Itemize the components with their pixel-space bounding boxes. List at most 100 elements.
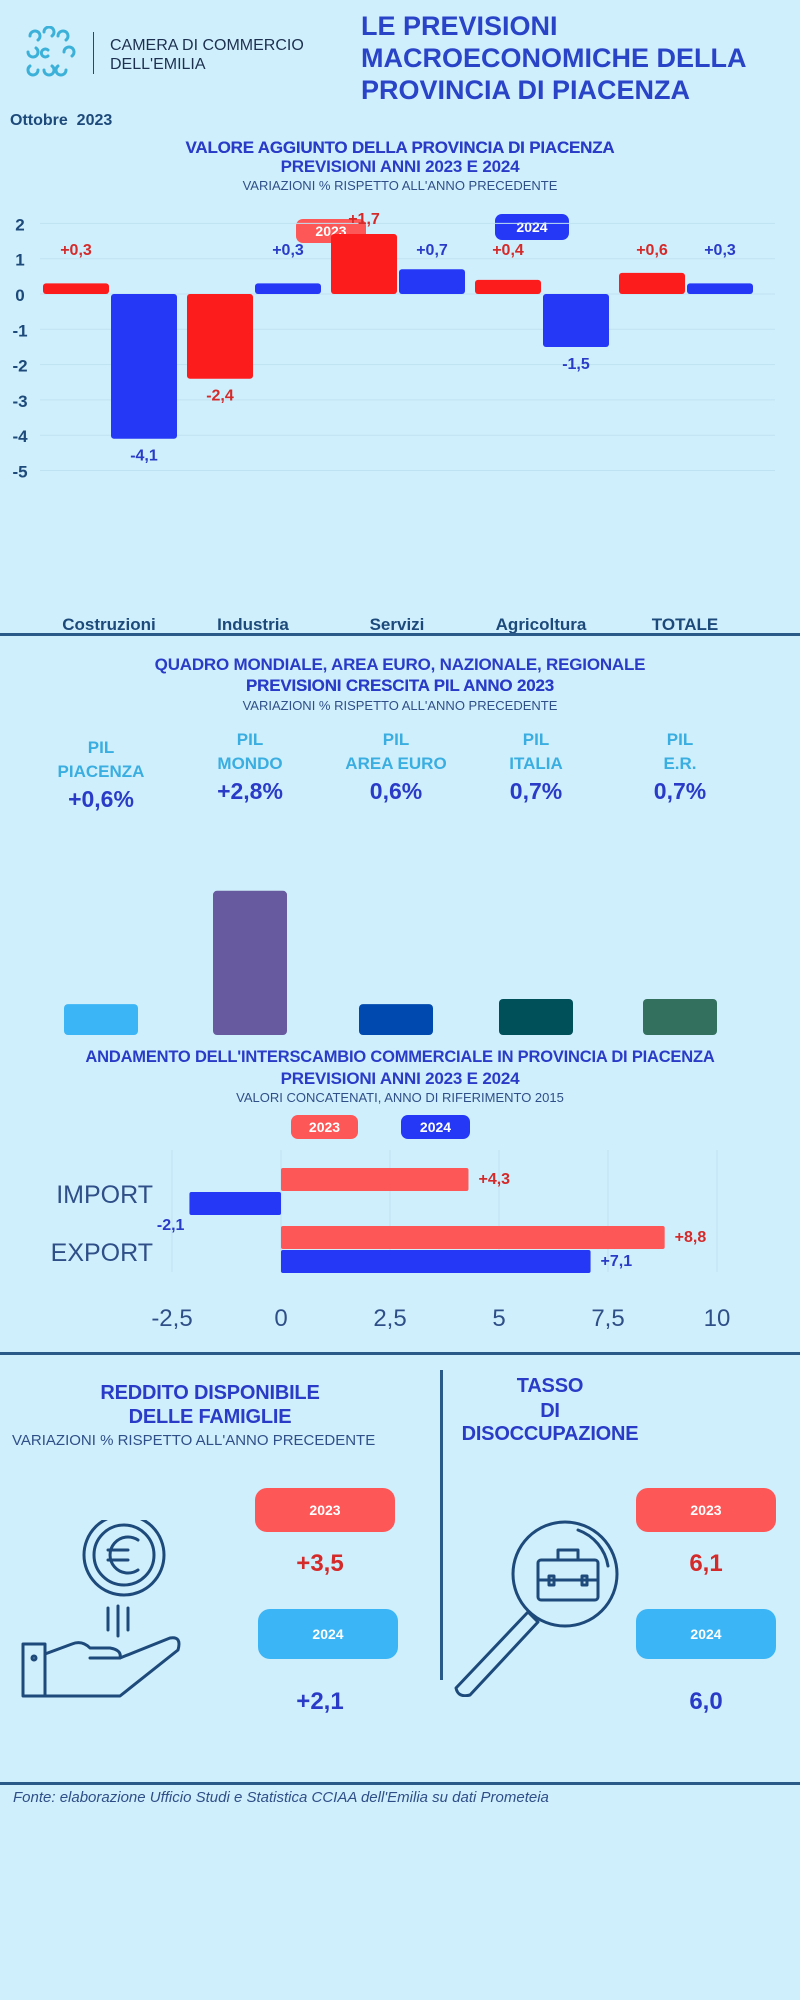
bar-2024 <box>281 1250 591 1273</box>
x-tick-label: Servizi <box>370 615 425 634</box>
bar-2023 <box>281 1226 665 1249</box>
bar-2023 <box>43 283 109 294</box>
legend-2024: 2024 <box>401 1115 470 1139</box>
data-label: -2,1 <box>157 1217 185 1234</box>
legend-2023: 2023 <box>291 1115 358 1139</box>
date-label: Ottobre 2023 <box>10 112 113 129</box>
section1-title2: PREVISIONI ANNI 2023 E 2024 <box>280 157 520 176</box>
gdp-label-area: AREA EURO <box>345 754 447 773</box>
gdp-label-area: E.R. <box>663 754 697 773</box>
gdp-bar <box>64 1004 138 1035</box>
data-label: -1,5 <box>562 356 590 373</box>
x-tick-label: 7,5 <box>591 1305 624 1332</box>
section2-title1: QUADRO MONDIALE, AREA EURO, NAZIONALE, R… <box>154 655 646 674</box>
y-tick-label: -4 <box>12 427 28 446</box>
data-label: +0,4 <box>492 242 524 259</box>
source-note: Fonte: elaborazione Ufficio Studi e Stat… <box>13 1789 549 1806</box>
income-title2: DELLE FAMIGLIE <box>128 1406 292 1428</box>
page-title: LE PREVISIONI MACROECONOMICHE DELLA PROV… <box>361 10 747 106</box>
x-tick-label: Industria <box>217 615 289 634</box>
title-line: PROVINCIA DI PIACENZA <box>361 75 691 105</box>
bar-2024 <box>543 294 609 347</box>
bar-2023 <box>619 272 685 294</box>
gdp-value: 0,7% <box>509 778 563 804</box>
section3-subtitle: VALORI CONCATENATI, ANNO DI RIFERIMENTO … <box>236 1090 564 1105</box>
logo-divider <box>93 32 94 74</box>
value-added-chart: 2 1 0 -1 -2 -3 -4 -5 +0,3 -4,1 Costruzioni -2,4 +0,3… <box>12 211 775 634</box>
y-tick-label: -3 <box>12 392 27 411</box>
logo <box>22 25 78 78</box>
x-tick-label: -2,5 <box>151 1305 192 1332</box>
gdp-label: PIL AREA EURO 0,6% <box>316 730 476 805</box>
bar-2024 <box>255 283 321 294</box>
gdp-label: PIL PIACENZA +0,6% <box>21 738 181 813</box>
unemployment-value-2024: 6,0 <box>689 1688 723 1715</box>
data-label: +1,7 <box>348 211 380 228</box>
title-line: MACROECONOMICHE DELLA <box>361 43 747 73</box>
category-label: EXPORT <box>51 1239 153 1267</box>
gdp-value: 0,6% <box>369 778 423 804</box>
org-name-line1: CAMERA DI COMMERCIO <box>110 37 304 54</box>
data-label: +0,3 <box>60 242 92 259</box>
y-tick-label: -2 <box>12 357 27 376</box>
gdp-label-area: ITALIA <box>509 754 563 773</box>
data-label: +0,3 <box>704 242 736 259</box>
income-value-2023: +3,5 <box>296 1550 344 1577</box>
gdp-label-area: PIACENZA <box>57 762 145 781</box>
bar-2023 <box>187 294 253 379</box>
logo-icon <box>26 25 76 77</box>
section3-title2: PREVISIONI ANNI 2023 E 2024 <box>280 1069 520 1088</box>
section3-title1: ANDAMENTO DELL'INTERSCAMBIO COMMERCIALE … <box>85 1048 715 1066</box>
data-label: -2,4 <box>206 388 234 405</box>
section2-title2: PREVISIONI CRESCITA PIL ANNO 2023 <box>246 676 554 695</box>
category-label: IMPORT <box>56 1181 153 1209</box>
data-label: +7,1 <box>601 1253 633 1270</box>
unemployment-title2: DI DISOCCUPAZIONE <box>461 1400 639 1445</box>
chart2-title: PREVISIONI CRESCITA PIL ANNO 2023 <box>246 676 554 695</box>
unemployment-title1: TASSO <box>516 1375 584 1397</box>
data-label: +4,3 <box>478 1171 510 1188</box>
bar-2024 <box>687 283 753 294</box>
gdp-label-pil: PIL <box>87 738 115 757</box>
hand-euro-coin-icon <box>21 1520 181 1698</box>
y-tick-label: -5 <box>12 463 27 482</box>
x-tick-label: 0 <box>274 1305 287 1332</box>
unemployment-pill-2023: 2023 <box>636 1488 776 1532</box>
bar-2024 <box>111 294 177 439</box>
bar-2023 <box>331 233 397 294</box>
x-tick-label: Costruzioni <box>62 615 156 634</box>
gdp-chart <box>64 890 717 1035</box>
org-name: CAMERA DI COMMERCIO DELL'EMILIA <box>110 36 304 74</box>
chart1-title: VALORE AGGIUNTO DELLA PROVINCIA DI PIACE… <box>185 138 615 157</box>
bar-2024 <box>189 1192 281 1215</box>
gdp-label: PIL MONDO +2,8% <box>170 730 330 805</box>
bar-2023 <box>281 1168 469 1191</box>
income-title1: REDDITO DISPONIBILE <box>100 1382 320 1404</box>
section2-subtitle: VARIAZIONI % RISPETTO ALL'ANNO PRECEDENT… <box>242 698 558 713</box>
gdp-bar <box>643 998 717 1035</box>
gdp-value: +0,6% <box>68 786 134 812</box>
income-pill-2024: 2024 <box>258 1609 398 1659</box>
gdp-bar <box>213 890 287 1035</box>
gdp-label-area: MONDO <box>217 754 283 773</box>
data-label: +8,8 <box>675 1229 707 1246</box>
income-value-2024: +2,1 <box>296 1688 344 1715</box>
gdp-bar <box>359 1004 433 1035</box>
income-pill-2023: 2023 <box>255 1488 395 1532</box>
data-label: +0,3 <box>272 242 304 259</box>
gdp-label-pil: PIL <box>236 730 264 749</box>
bar-2023 <box>475 279 541 294</box>
x-tick-label: Agricoltura <box>496 615 587 634</box>
y-tick-label: 0 <box>15 286 24 305</box>
magnifier-briefcase-icon <box>454 1520 619 1697</box>
section1-title1: VALORE AGGIUNTO DELLA PROVINCIA DI PIACE… <box>185 138 615 157</box>
data-label: -4,1 <box>130 448 158 465</box>
divider <box>0 1782 800 1785</box>
org-name-line2: DELL'EMILIA <box>110 56 206 73</box>
income-subtitle: VARIAZIONI % RISPETTO ALL'ANNO PRECEDENT… <box>12 1432 376 1449</box>
gdp-label-pil: PIL <box>522 730 550 749</box>
gdp-label: PIL E.R. 0,7% <box>600 730 760 805</box>
unemployment-pill-2024: 2024 <box>636 1609 776 1659</box>
divider <box>0 633 800 636</box>
